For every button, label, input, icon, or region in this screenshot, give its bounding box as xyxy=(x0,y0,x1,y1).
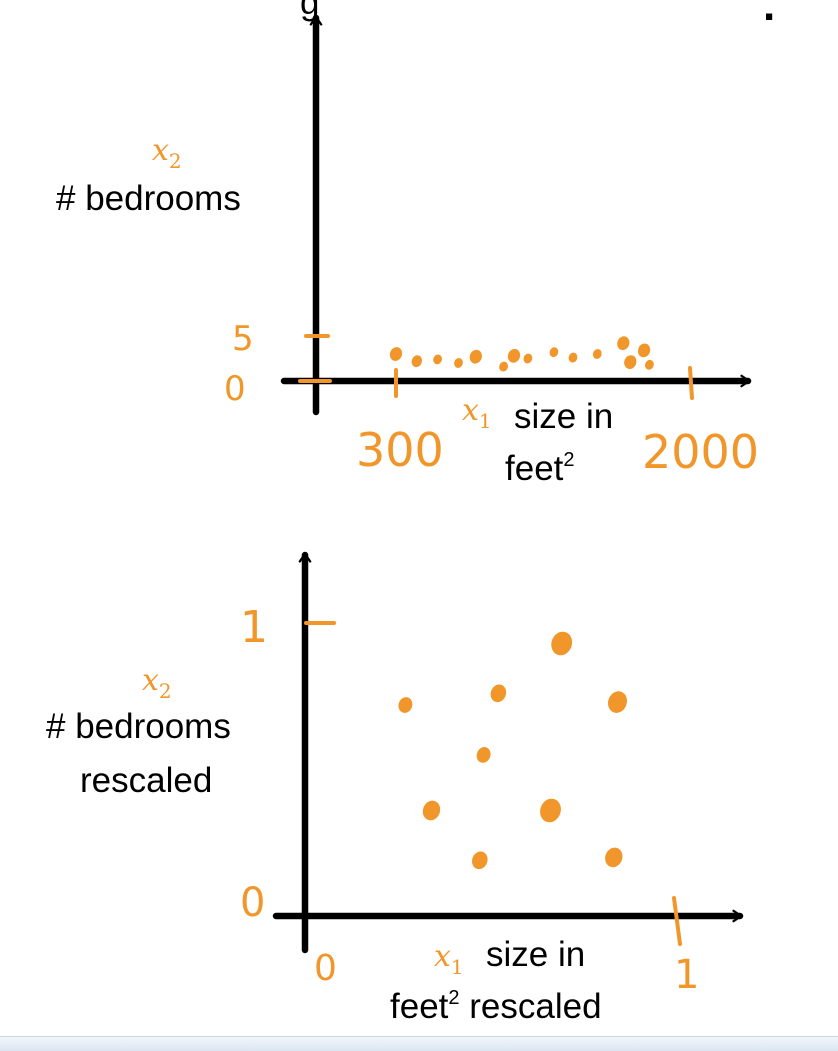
y-tick-label-5: 5 xyxy=(232,319,254,359)
point-original-3 xyxy=(454,358,463,368)
x-axis-variable-rescaled: x1 xyxy=(434,939,464,979)
chart-rescaled: x2 # bedrooms rescaled 1 0 0 1 x1 size i… xyxy=(46,551,744,1026)
point-rescaled-5 xyxy=(540,798,561,823)
point-original-9 xyxy=(568,352,578,363)
x-axis-label-rescaled-line1: size in xyxy=(486,935,585,974)
chart-original: x2 # bedrooms 5 0 300 2000 x1 size in fe… xyxy=(56,14,759,488)
point-rescaled-8 xyxy=(605,847,623,868)
y-tick-label-0: 0 xyxy=(224,369,246,409)
title-mark: . xyxy=(763,0,775,30)
y-axis-label-rescaled-line1: # bedrooms xyxy=(46,707,231,746)
point-original-12 xyxy=(624,355,637,369)
y-axis-variable-rescaled: x2 xyxy=(142,663,172,703)
x-tick-mark-2000 xyxy=(688,366,694,400)
point-rescaled-2 xyxy=(472,851,488,870)
x-axis-label-line1: size in xyxy=(514,397,613,436)
point-original-2 xyxy=(433,354,442,365)
x-tick-label-300: 300 xyxy=(356,423,444,477)
window-bottom-edge xyxy=(0,1036,838,1051)
data-points-original xyxy=(389,336,654,372)
x-tick-label-1: 1 xyxy=(674,952,699,998)
point-rescaled-4 xyxy=(490,684,507,703)
point-original-4 xyxy=(469,349,482,364)
x-axis-label-rescaled-line2: feet2 rescaled xyxy=(390,987,602,1026)
point-rescaled-7 xyxy=(607,691,628,713)
point-original-5 xyxy=(499,361,508,372)
point-original-8 xyxy=(549,347,559,358)
y-axis-label: # bedrooms xyxy=(56,179,241,218)
point-original-1 xyxy=(411,355,423,368)
point-rescaled-1 xyxy=(422,800,441,821)
point-original-7 xyxy=(523,353,533,364)
point-rescaled-3 xyxy=(476,747,491,763)
x-tick-label-0: 0 xyxy=(314,948,337,989)
point-original-14 xyxy=(645,359,654,370)
point-original-11 xyxy=(617,336,630,351)
y-tick-label-1: 1 xyxy=(240,602,268,653)
point-original-0 xyxy=(389,347,403,361)
point-original-6 xyxy=(507,348,521,363)
x-axis-label-line2: feet2 xyxy=(505,449,575,488)
point-original-13 xyxy=(637,343,651,358)
x-tick-label-2000: 2000 xyxy=(642,425,759,479)
data-points-rescaled xyxy=(398,631,628,870)
y-axis-variable: x2 xyxy=(152,133,182,173)
x-axis-variable: x1 xyxy=(462,393,492,433)
point-rescaled-6 xyxy=(551,631,573,656)
point-rescaled-0 xyxy=(398,697,413,713)
y-tick-label-0-rescaled: 0 xyxy=(240,880,265,926)
y-axis-label-rescaled-line2: rescaled xyxy=(80,761,212,800)
x-tick-mark-1 xyxy=(672,896,682,946)
point-original-10 xyxy=(592,349,602,359)
